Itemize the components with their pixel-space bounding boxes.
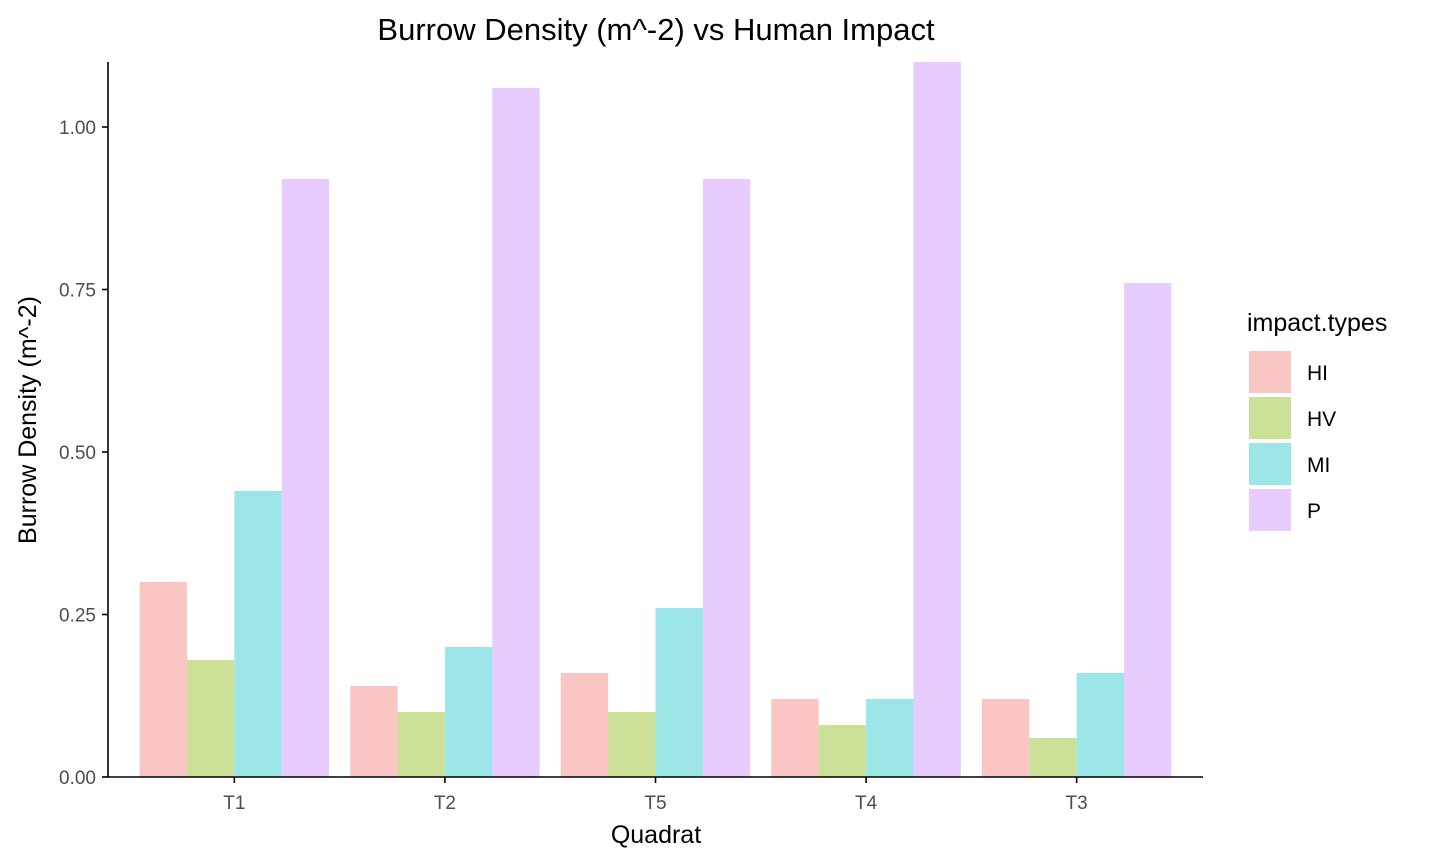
bar-t1-hi [139,582,187,777]
legend-label-hi: HI [1307,362,1328,385]
legend-key-p [1249,489,1291,531]
x-tick-label-t5: T5 [644,793,666,814]
y-axis-ticks: 0.00 0.25 0.50 0.75 1.00 [59,118,108,789]
legend-items: HI HV MI P [1249,351,1336,531]
legend-title: impact.types [1247,309,1387,337]
y-tick-label: 0.25 [59,606,96,627]
bar-t5-p [702,179,751,777]
bar-t4-hv [818,725,867,777]
y-tick-label: 0.50 [59,443,96,464]
legend-key-mi [1249,443,1291,485]
bar-t4-p [913,62,961,777]
bar-t1-hv [186,660,235,777]
x-tick-label-t4: T4 [855,793,878,814]
bar-t5-hv [608,712,656,777]
legend-key-hv [1249,397,1291,439]
bar-t2-mi [444,647,493,777]
legend-key-hi [1249,351,1291,393]
y-tick-label: 0.00 [59,768,96,789]
legend-label-hv: HV [1307,408,1336,431]
x-axis-title: Quadrat [611,821,701,849]
bar-t3-hv [1029,738,1077,777]
bar-t3-p [1124,283,1172,777]
bar-t1-p [281,179,330,777]
bar-t2-hv [397,712,445,777]
y-tick-label: 1.00 [59,118,96,139]
legend: impact.types HI HV MI P [1247,309,1387,531]
legend-label-mi: MI [1307,454,1330,477]
bar-t4-hi [771,699,819,777]
x-tick-label-t1: T1 [223,793,245,814]
plot-area: 0.00 0.25 0.50 0.75 1.00 T1 T2 T5 T4 T3 [59,62,1203,814]
bar-t2-p [492,88,540,777]
x-axis-ticks: T1 T2 T5 T4 T3 [223,777,1088,814]
bar-t4-mi [866,699,914,777]
bar-t2-hi [350,686,398,777]
chart-title: Burrow Density (m^-2) vs Human Impact [377,12,935,47]
x-tick-label-t3: T3 [1066,793,1088,814]
bar-t3-hi [981,699,1030,777]
x-tick-label-t2: T2 [434,793,456,814]
y-axis-title: Burrow Density (m^-2) [14,296,42,544]
bar-t3-mi [1076,673,1125,777]
bar-group [139,62,1172,777]
bar-t1-mi [234,491,282,777]
y-tick-label: 0.75 [59,281,96,302]
bar-t5-hi [560,673,609,777]
legend-label-p: P [1307,500,1321,523]
bar-t5-mi [655,608,703,777]
